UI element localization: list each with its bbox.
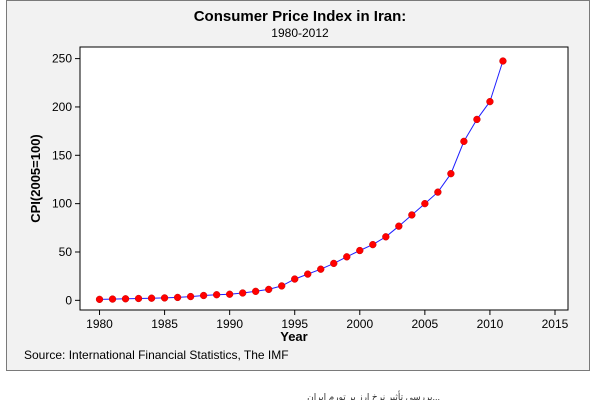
chart-subtitle: 1980-2012 <box>271 26 329 40</box>
data-point <box>252 287 260 295</box>
data-point <box>317 265 325 273</box>
x-tick-label: 2010 <box>477 317 504 331</box>
data-point <box>343 253 351 261</box>
data-point <box>108 295 117 303</box>
x-tick-label: 1990 <box>216 317 243 331</box>
data-point <box>395 222 403 230</box>
y-tick-label: 100 <box>52 197 72 211</box>
data-point <box>226 290 234 298</box>
plot-area <box>79 46 569 311</box>
data-point <box>173 293 182 302</box>
x-axis-label: Year <box>280 329 307 344</box>
data-point <box>186 292 195 301</box>
data-point <box>160 294 169 302</box>
data-point <box>95 295 104 304</box>
x-tick-label: 2015 <box>542 317 569 331</box>
data-point <box>434 188 442 196</box>
y-axis-label: CPI(2005=100) <box>28 134 43 223</box>
data-point <box>304 270 312 278</box>
data-point <box>239 289 247 297</box>
x-tick-label: 1985 <box>151 317 178 331</box>
data-point <box>212 291 221 299</box>
data-point <box>265 285 273 294</box>
x-tick-label: 1980 <box>86 317 113 331</box>
y-tick-label: 200 <box>52 100 72 114</box>
data-point <box>147 294 156 302</box>
data-point <box>486 97 494 106</box>
data-point <box>134 294 143 303</box>
data-point <box>421 199 429 208</box>
x-tick-label: 1995 <box>281 317 308 331</box>
footer-text-fragment: ...بررسی تأثیر نرخ ارز بر تورم ایران <box>307 392 440 400</box>
data-point <box>499 57 507 65</box>
y-tick-label: 0 <box>65 293 72 307</box>
source-note: Source: International Financial Statisti… <box>24 348 289 362</box>
x-tick-label: 2000 <box>346 317 373 331</box>
data-point <box>330 259 338 268</box>
data-point <box>473 115 481 124</box>
data-point <box>460 137 468 146</box>
data-point <box>447 170 455 178</box>
data-point <box>199 291 208 300</box>
data-point <box>278 282 286 290</box>
data-point <box>369 240 377 249</box>
y-tick-label: 50 <box>59 245 73 259</box>
data-point <box>291 275 299 283</box>
chart-title: Consumer Price Index in Iran: <box>193 8 407 25</box>
data-point <box>408 211 416 219</box>
x-tick-label: 2005 <box>412 317 439 331</box>
data-point <box>121 295 130 303</box>
y-tick-label: 150 <box>52 148 72 162</box>
data-point <box>382 233 390 241</box>
data-point <box>356 246 364 255</box>
y-tick-label: 250 <box>52 52 72 66</box>
